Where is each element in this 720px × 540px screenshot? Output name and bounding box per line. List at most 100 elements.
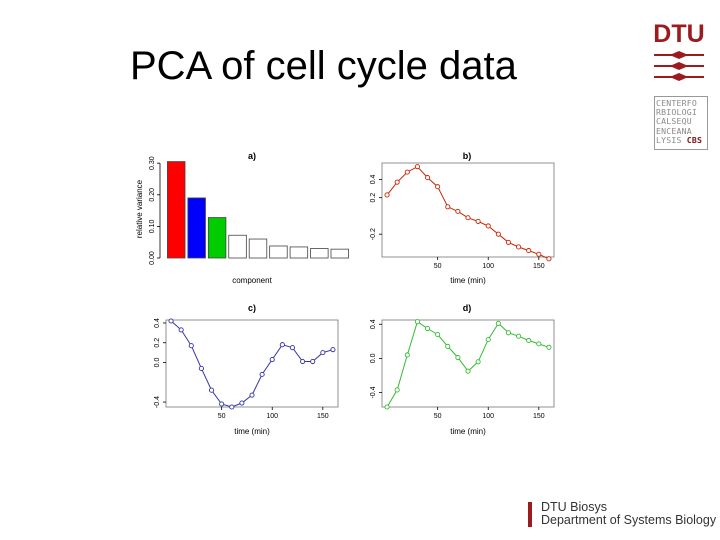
chart-panel-4: d) 50 100 150 -0.4 0.0 0.4 time (min): [370, 303, 555, 436]
data-point: [435, 331, 441, 338]
data-point: [445, 204, 451, 210]
y-tick-label: -0.4: [370, 386, 377, 398]
data-point: [219, 401, 225, 407]
data-point: [239, 400, 245, 406]
data-point: [168, 318, 174, 324]
data-point: [435, 184, 441, 190]
data-point: [485, 223, 491, 229]
data-point: [384, 404, 390, 410]
data-point: [485, 337, 491, 343]
x-tick-label: 100: [482, 413, 494, 420]
data-point: [208, 387, 215, 393]
data-point: [495, 320, 501, 326]
series-line: [386, 166, 550, 260]
cbs-logo-row: CENTERFO: [656, 98, 698, 108]
data-point: [404, 352, 410, 358]
x-axis-label: time (min): [234, 427, 270, 436]
data-point: [414, 319, 420, 325]
series-line: [386, 320, 550, 408]
x-axis-label: time (min): [450, 276, 486, 285]
data-point: [424, 175, 431, 181]
bar: [207, 217, 227, 259]
x-tick-label: 150: [317, 413, 329, 420]
data-point: [546, 256, 552, 262]
data-point: [394, 179, 400, 185]
data-point: [465, 215, 471, 221]
cbs-logo-cbs: CBS: [686, 134, 703, 145]
cbs-logo-row: RBIOLOGI: [656, 107, 698, 118]
y-tick-label: 0.2: [370, 193, 377, 203]
y-tick-label: 0.20: [149, 188, 156, 202]
data-point: [198, 365, 204, 371]
y-tick-label: 0.10: [149, 219, 156, 233]
data-point: [249, 392, 255, 398]
y-axis-label: relative variance: [135, 179, 144, 238]
data-point: [269, 356, 275, 363]
y-tick-label: 0.0: [154, 358, 161, 368]
data-point: [475, 359, 481, 365]
data-point: [279, 342, 285, 348]
data-point: [516, 244, 522, 250]
y-tick-label: 0.4: [370, 319, 377, 329]
data-point: [455, 208, 461, 214]
data-point: [546, 344, 552, 350]
plot-frame: [381, 162, 555, 258]
cbs-logo-row: LYSIS CBS: [656, 134, 706, 145]
data-point: [330, 347, 336, 353]
dtu-logo-mark: [654, 51, 704, 81]
y-tick-label: 0.30: [149, 156, 156, 170]
x-tick-label: 150: [533, 263, 545, 270]
data-point: [495, 231, 501, 237]
data-point: [536, 251, 542, 257]
data-point: [445, 343, 451, 349]
y-tick-label: 0.2: [154, 338, 161, 348]
panel-title: b): [463, 151, 472, 161]
footer-accent-bar: [528, 502, 532, 527]
data-point: [424, 325, 431, 332]
data-point: [404, 169, 410, 175]
data-point: [178, 327, 184, 333]
data-point: [505, 330, 512, 336]
bar: [167, 161, 186, 259]
panel-title: a): [248, 151, 256, 161]
x-tick-label: 100: [266, 413, 278, 420]
x-tick-label: 50: [434, 413, 442, 420]
data-point: [310, 358, 316, 365]
data-point: [320, 350, 326, 356]
dtu-logo-text: DTU: [653, 20, 704, 48]
data-point: [516, 333, 522, 339]
data-point: [505, 239, 512, 245]
plot-frame: [381, 319, 555, 408]
bar: [228, 234, 247, 259]
data-point: [229, 404, 235, 410]
x-axis-label: time (min): [450, 427, 486, 436]
data-point: [300, 358, 306, 365]
data-point: [455, 354, 461, 361]
plot-frame: [165, 319, 339, 408]
data-point: [188, 343, 194, 349]
x-axis-label: component: [232, 276, 272, 285]
data-point: [536, 341, 542, 347]
x-tick-label: 50: [434, 263, 442, 270]
x-tick-label: 150: [533, 413, 545, 420]
footer-subtitle: Department of Systems Biology: [541, 513, 717, 527]
bar: [289, 246, 309, 259]
data-point: [526, 337, 532, 344]
panel-title: c): [248, 303, 256, 313]
cbs-logo-row-prefix: LYSIS: [656, 134, 687, 145]
x-tick-label: 50: [218, 413, 226, 420]
y-tick-label: 0.00: [149, 251, 156, 265]
data-point: [465, 368, 471, 374]
y-tick-label: -0.2: [370, 228, 377, 240]
cbs-logo-row: ENCEANA: [656, 125, 692, 136]
data-point: [526, 248, 532, 254]
bar: [269, 245, 288, 259]
chart-panel-1: a) 0.00 0.10 0.20 0.30 relative variance compo…: [135, 151, 349, 285]
footer-department: DTU Biosys: [541, 500, 607, 514]
data-point: [475, 218, 481, 224]
y-tick-label: -0.4: [154, 396, 161, 408]
slide-title: PCA of cell cycle data: [130, 44, 517, 88]
data-point: [414, 164, 420, 170]
bar: [187, 197, 206, 259]
bar: [248, 238, 268, 259]
